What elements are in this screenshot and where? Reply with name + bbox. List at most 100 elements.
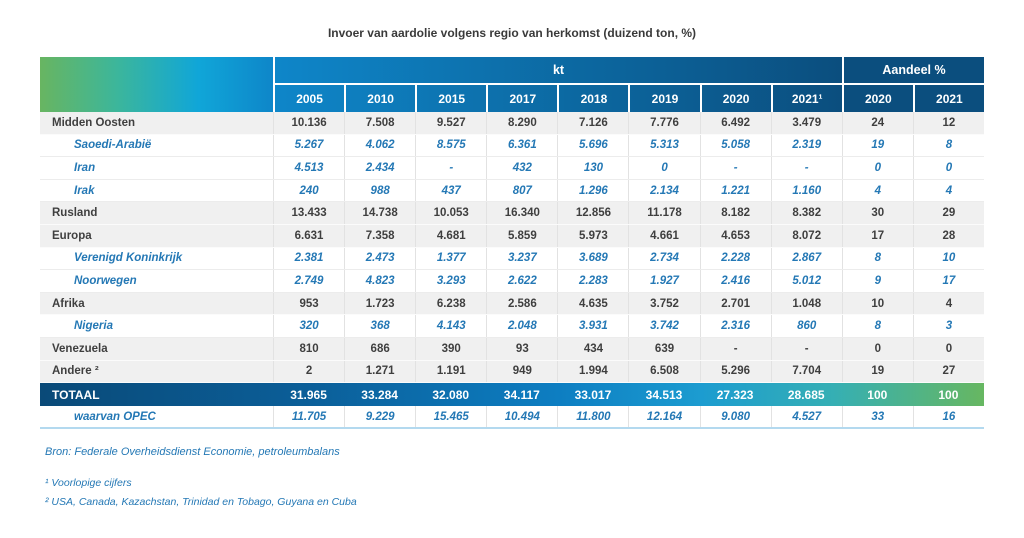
- cell-value: 8: [841, 247, 913, 270]
- cell-value: 19: [841, 134, 913, 157]
- cell-value: 8.182: [699, 202, 771, 224]
- row-label: Iran: [74, 161, 96, 174]
- header-year-row: 2005 2010 2015 2017 2018 2019 2020 2021¹ 2020 202…: [273, 85, 984, 112]
- cell-value: 432: [486, 157, 557, 179]
- cell-value: 12.856: [557, 202, 628, 224]
- header-corner-gradient: [40, 57, 273, 112]
- table-row: Verenigd Koninkrijk 2.381 2.473 1.377 3.237 3…: [40, 247, 984, 271]
- cell-value: 7.508: [344, 112, 415, 134]
- table-row: Afrika 953 1.723 6.238 2.586 4.635 3.752 2.701 1…: [40, 292, 984, 316]
- source-note: Bron: Federale Overheidsdienst Economie,…: [45, 446, 340, 458]
- cell-value: 2.473: [344, 247, 415, 270]
- cell-value: 0: [912, 337, 984, 360]
- cell-value: 2: [273, 360, 344, 383]
- cell-value: 34.513: [645, 387, 683, 402]
- cell-value: 6.492: [699, 112, 771, 134]
- cell-value: 2.867: [770, 247, 842, 270]
- cell-value: 4.062: [344, 134, 415, 157]
- header-right: kt Aandeel % 2005 2010 2015 2017 2018 2019 202…: [273, 57, 984, 112]
- cell-value: 4: [841, 179, 913, 202]
- footnote-2: ² USA, Canada, Kazachstan, Trinidad en T…: [45, 496, 357, 508]
- cell-value: 1.160: [770, 179, 842, 202]
- cell-value: 27: [912, 360, 984, 383]
- header-year-cell: 2005: [273, 85, 344, 112]
- cell-value: -: [699, 337, 771, 360]
- cell-value: 2.134: [628, 179, 699, 202]
- row-label: TOTAAL: [52, 387, 100, 402]
- header-year-cell: 2015: [415, 85, 486, 112]
- cell-value: 639: [628, 337, 699, 360]
- cell-value: 8: [841, 315, 913, 337]
- cell-value: 2.701: [699, 292, 771, 315]
- table-body: Midden Oosten 10.136 7.508 9.527 8.290 7.126 7…: [40, 112, 984, 430]
- cell-value: 7.126: [557, 112, 628, 134]
- row-label: Andere ²: [52, 365, 99, 378]
- petroleum-import-table: kt Aandeel % 2005 2010 2015 2017 2018 2019 202…: [40, 57, 984, 430]
- cell-value: 34.117: [503, 387, 540, 402]
- cell-value: 2.586: [486, 292, 557, 315]
- cell-value: 17: [841, 224, 913, 247]
- cell-value: 8.072: [770, 224, 842, 247]
- cell-value: 33.017: [574, 387, 612, 402]
- cell-value: 4.681: [415, 224, 486, 247]
- cell-value: -: [415, 157, 486, 179]
- row-label: waarvan OPEC: [74, 410, 156, 423]
- cell-value: 4.661: [628, 224, 699, 247]
- cell-value: 1.191: [415, 360, 486, 383]
- cell-value: 6.508: [628, 360, 699, 383]
- header-group-row: kt Aandeel %: [273, 57, 984, 85]
- cell-value: 2.319: [770, 134, 842, 157]
- cell-value: 437: [415, 179, 486, 202]
- cell-value: 3.689: [557, 247, 628, 270]
- cell-value: 9: [841, 270, 913, 292]
- table-row: Saoedi-Arabië 5.267 4.062 8.575 6.361 5.696 5.…: [40, 134, 984, 158]
- cell-value: 2.283: [557, 270, 628, 292]
- row-label: Afrika: [52, 297, 85, 310]
- cell-value: 10.136: [273, 112, 344, 134]
- cell-value: 1.221: [699, 179, 771, 202]
- cell-value: 5.012: [770, 270, 842, 292]
- cell-value: 12: [912, 112, 984, 134]
- cell-value: 33: [841, 406, 913, 428]
- cell-value: 6.631: [273, 224, 344, 247]
- cell-value: 10: [841, 292, 913, 315]
- cell-value: 14.738: [344, 202, 415, 224]
- table-row: TOTAAL 31.965 33.284 32.080 34.117 33.017 34.5…: [40, 383, 984, 407]
- cell-value: 12.164: [628, 406, 699, 428]
- cell-value: 2.048: [486, 315, 557, 337]
- cell-value: 6.238: [415, 292, 486, 315]
- table-row: Iran 4.513 2.434-432 130 0- -0 0: [40, 157, 984, 180]
- header-year-cell: 2021: [912, 85, 984, 112]
- cell-value: 5.267: [273, 134, 344, 157]
- cell-value: 686: [344, 337, 415, 360]
- cell-value: 17: [912, 270, 984, 292]
- cell-value: 0: [628, 157, 699, 179]
- cell-value: 7.704: [770, 360, 842, 383]
- cell-value: 130: [557, 157, 628, 179]
- cell-value: 9.527: [415, 112, 486, 134]
- cell-value: 5.313: [628, 134, 699, 157]
- cell-value: 1.994: [557, 360, 628, 383]
- cell-value: 3.293: [415, 270, 486, 292]
- header-year-cell: 2018: [557, 85, 628, 112]
- header-year-cell: 2021¹: [770, 85, 842, 112]
- cell-value: 4.143: [415, 315, 486, 337]
- cell-value: 2.434: [344, 157, 415, 179]
- cell-value: 2.381: [273, 247, 344, 270]
- header-year-cell: 2020: [841, 85, 913, 112]
- cell-value: 1.271: [344, 360, 415, 383]
- row-label: Venezuela: [52, 342, 108, 355]
- cell-value: 7.776: [628, 112, 699, 134]
- cell-value: 2.734: [628, 247, 699, 270]
- table-row: Venezuela 810 686 390 93 434 639- -0 0: [40, 337, 984, 361]
- cell-value: 1.927: [628, 270, 699, 292]
- footnote-1: ¹ Voorlopige cijfers: [45, 477, 132, 489]
- cell-value: 807: [486, 179, 557, 202]
- row-label: Noorwegen: [74, 274, 137, 287]
- cell-value: 810: [273, 337, 344, 360]
- cell-value: 8: [912, 134, 984, 157]
- cell-value: 4.823: [344, 270, 415, 292]
- cell-value: 3.237: [486, 247, 557, 270]
- page-title: Invoer van aardolie volgens regio van he…: [327, 26, 697, 40]
